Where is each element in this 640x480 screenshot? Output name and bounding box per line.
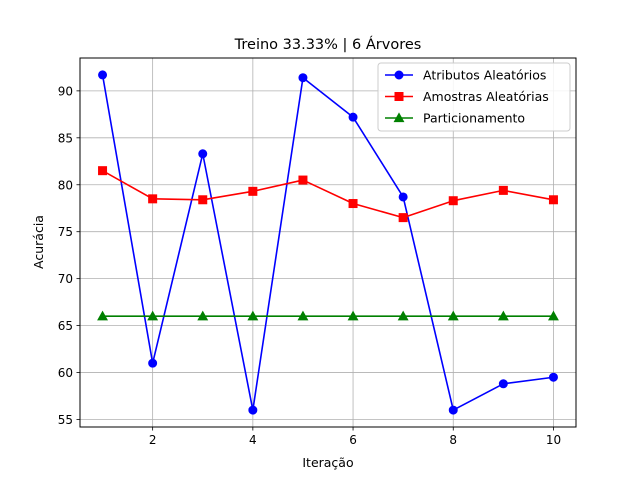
x-tick-label: 6 xyxy=(349,433,357,447)
data-point xyxy=(398,213,408,223)
data-point xyxy=(98,166,108,176)
series-2 xyxy=(98,166,558,223)
data-point xyxy=(447,310,459,321)
chart-title: Treino 33.33% | 6 Árvores xyxy=(234,36,422,53)
data-point xyxy=(498,379,508,389)
data-point xyxy=(448,196,458,206)
y-tick-label: 80 xyxy=(58,178,73,192)
data-point xyxy=(348,199,358,209)
x-tick-label: 8 xyxy=(449,433,457,447)
data-point xyxy=(247,310,259,321)
y-tick-label: 55 xyxy=(58,413,73,427)
legend-marker xyxy=(394,70,404,80)
legend-marker xyxy=(393,112,405,123)
data-point xyxy=(148,194,158,204)
legend: Atributos Aleatórios Amostras Aleatórias P… xyxy=(377,62,571,132)
series-layer xyxy=(97,70,559,415)
y-tick-label: 65 xyxy=(58,319,73,333)
data-point xyxy=(147,310,159,321)
data-point xyxy=(548,310,559,321)
y-tick-label: 70 xyxy=(58,272,73,286)
y-tick-label: 60 xyxy=(58,366,73,380)
data-point xyxy=(398,192,408,202)
data-point xyxy=(248,405,258,415)
y-tick-label: 75 xyxy=(58,225,73,239)
legend-marker xyxy=(394,92,404,101)
legend-label: Amostras Aleatórias xyxy=(423,89,549,104)
data-point xyxy=(198,195,208,205)
legend-item: Particionamento xyxy=(385,111,525,126)
data-point xyxy=(198,149,208,159)
data-point xyxy=(97,310,108,321)
data-point xyxy=(148,358,158,368)
x-axis-label: Iteração xyxy=(302,455,353,470)
series-line xyxy=(101,74,554,411)
data-point xyxy=(348,112,358,122)
data-point xyxy=(548,195,558,205)
series-line xyxy=(102,169,554,219)
axes: 2 4 6 8 10 55 60 65 70 75 80 85 90 xyxy=(58,84,561,447)
data-point xyxy=(298,73,308,83)
data-point xyxy=(298,175,308,185)
x-tick-label: 2 xyxy=(149,433,157,447)
data-point xyxy=(248,186,258,196)
data-point xyxy=(498,185,508,195)
legend-label: Atributos Aleatórios xyxy=(423,68,546,83)
x-tick-label: 10 xyxy=(546,433,561,447)
legend-label: Particionamento xyxy=(423,111,525,126)
data-point xyxy=(397,310,409,321)
x-tick-label: 4 xyxy=(249,433,257,447)
data-point xyxy=(347,310,359,321)
series-3 xyxy=(97,310,559,321)
plot-area xyxy=(79,57,577,428)
series-1 xyxy=(98,70,558,415)
legend-item: Amostras Aleatórias xyxy=(385,89,549,104)
y-axis-label: Acurácia xyxy=(31,215,46,269)
data-point xyxy=(98,70,108,80)
y-tick-label: 90 xyxy=(58,84,73,98)
data-point xyxy=(297,310,309,321)
legend-item: Atributos Aleatórios xyxy=(385,68,546,83)
y-tick-label: 85 xyxy=(58,131,73,145)
data-point xyxy=(197,310,209,321)
legend-box xyxy=(377,62,571,132)
data-point xyxy=(548,372,558,382)
data-point xyxy=(448,405,458,415)
data-point xyxy=(497,310,509,321)
